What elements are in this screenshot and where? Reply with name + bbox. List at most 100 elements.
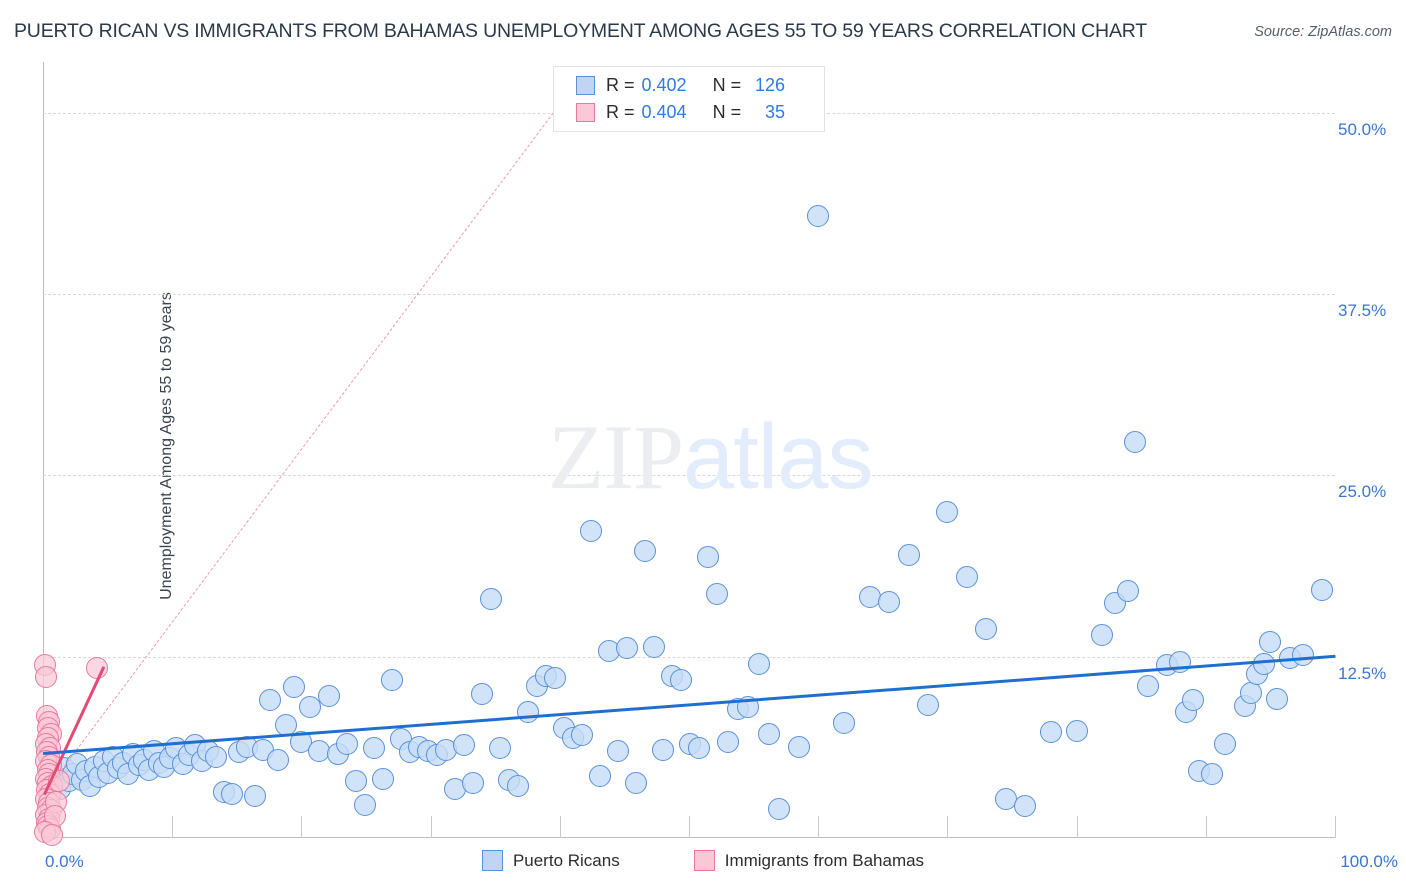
scatter-point (380, 668, 403, 691)
source-attribution: Source: ZipAtlas.com (1254, 24, 1392, 40)
scatter-point (1039, 721, 1062, 744)
gridline (43, 475, 1335, 477)
scatter-point (758, 722, 781, 745)
stat-color-swatch (576, 103, 595, 122)
scatter-point (1117, 580, 1140, 603)
scatter-point (267, 748, 290, 771)
y-axis-line (43, 62, 44, 838)
scatter-point (652, 738, 675, 761)
scatter-point (768, 797, 791, 820)
scatter-point (833, 712, 856, 735)
scatter-point (897, 544, 920, 567)
scatter-point (787, 735, 810, 758)
stat-row: R = 0.402 N = 126 (576, 72, 824, 99)
scatter-point (955, 565, 978, 588)
scatter-point (1013, 795, 1036, 818)
scatter-point (716, 731, 739, 754)
stat-n-label: N = (712, 75, 742, 95)
scatter-point (274, 713, 297, 736)
legend-item-immigrants-from-bahamas[interactable]: Immigrants from Bahamas (693, 850, 925, 871)
x-axis-tick (430, 816, 432, 838)
scatter-point (615, 636, 638, 659)
x-axis-max-label: 100.0% (1340, 852, 1398, 871)
legend-item-puerto-ricans[interactable]: Puerto Ricans (481, 850, 620, 871)
x-axis-tick (301, 816, 303, 838)
scatter-point (670, 668, 693, 691)
scatter-point (344, 770, 367, 793)
scatter-point (1265, 687, 1288, 710)
scatter-point (462, 771, 485, 794)
scatter-point (697, 545, 720, 568)
stat-r-label: R = (606, 75, 635, 95)
scatter-point (570, 724, 593, 747)
scatter-point (86, 657, 109, 680)
y-axis-tick-label: 25.0% (1338, 482, 1387, 502)
scatter-point (371, 767, 394, 790)
scatter-point (34, 665, 57, 688)
scatter-point (543, 667, 566, 690)
x-axis-tick (1335, 816, 1336, 838)
scatter-point (259, 689, 282, 712)
scatter-point (1240, 681, 1263, 704)
plot-area (33, 62, 1336, 847)
scatter-point (706, 583, 729, 606)
stat-r-label: R = (606, 102, 635, 122)
scatter-point (317, 684, 340, 707)
scatter-point (1311, 578, 1334, 601)
scatter-point (362, 737, 385, 760)
scatter-point (1168, 651, 1191, 674)
scatter-point (1214, 732, 1237, 755)
scatter-point (353, 793, 376, 816)
legend-label: Immigrants from Bahamas (724, 850, 925, 870)
scatter-point (737, 696, 760, 719)
x-axis-tick (947, 816, 949, 838)
scatter-point (917, 693, 940, 716)
scatter-point (47, 770, 70, 793)
scatter-point (747, 652, 770, 675)
scatter-point (643, 635, 666, 658)
scatter-point (936, 500, 959, 523)
trendline-bahamas-extension (43, 69, 587, 796)
stat-row: R = 0.404 N = 35 (576, 99, 824, 126)
scatter-point (205, 745, 228, 768)
y-axis-tick-label: 12.5% (1338, 663, 1387, 683)
scatter-point (1259, 631, 1282, 654)
scatter-point (516, 700, 539, 723)
scatter-point (243, 784, 266, 807)
scatter-point (1136, 674, 1159, 697)
scatter-point (1201, 763, 1224, 786)
scatter-point (335, 732, 358, 755)
scatter-point (282, 676, 305, 699)
scatter-point (878, 590, 901, 613)
correlation-stats-box: R = 0.402 N = 126 R = 0.404 N = 35 (553, 66, 825, 132)
scatter-point (1123, 431, 1146, 454)
scatter-point (588, 764, 611, 787)
stat-n-value: 35 (765, 102, 786, 122)
chart-legend: Puerto Ricans Immigrants from Bahamas (0, 850, 1406, 871)
x-axis-tick (818, 816, 820, 838)
legend-color-swatch (693, 850, 715, 871)
x-axis-tick (1076, 816, 1078, 838)
legend-color-swatch (481, 850, 503, 871)
y-axis-tick-label: 50.0% (1338, 119, 1387, 139)
scatter-point (471, 683, 494, 706)
scatter-point (688, 737, 711, 760)
scatter-point (579, 519, 602, 542)
stat-r-value: 0.402 (641, 75, 687, 95)
page-title: PUERTO RICAN VS IMMIGRANTS FROM BAHAMAS … (14, 20, 1147, 42)
scatter-point (634, 539, 657, 562)
scatter-point (41, 824, 64, 847)
gridline (43, 294, 1335, 296)
x-axis-min-label: 0.0% (45, 852, 84, 871)
x-axis-tick (1205, 816, 1207, 838)
scatter-point (606, 739, 629, 762)
scatter-point (220, 783, 243, 806)
y-axis-tick-label: 37.5% (1338, 301, 1387, 321)
stat-n-label: N = (712, 102, 742, 122)
scatter-point (1291, 644, 1314, 667)
scatter-point (1065, 719, 1088, 742)
scatter-point (1091, 623, 1114, 646)
scatter-point (507, 774, 530, 797)
stat-n-value: 126 (755, 75, 786, 95)
x-axis-tick (689, 816, 690, 838)
